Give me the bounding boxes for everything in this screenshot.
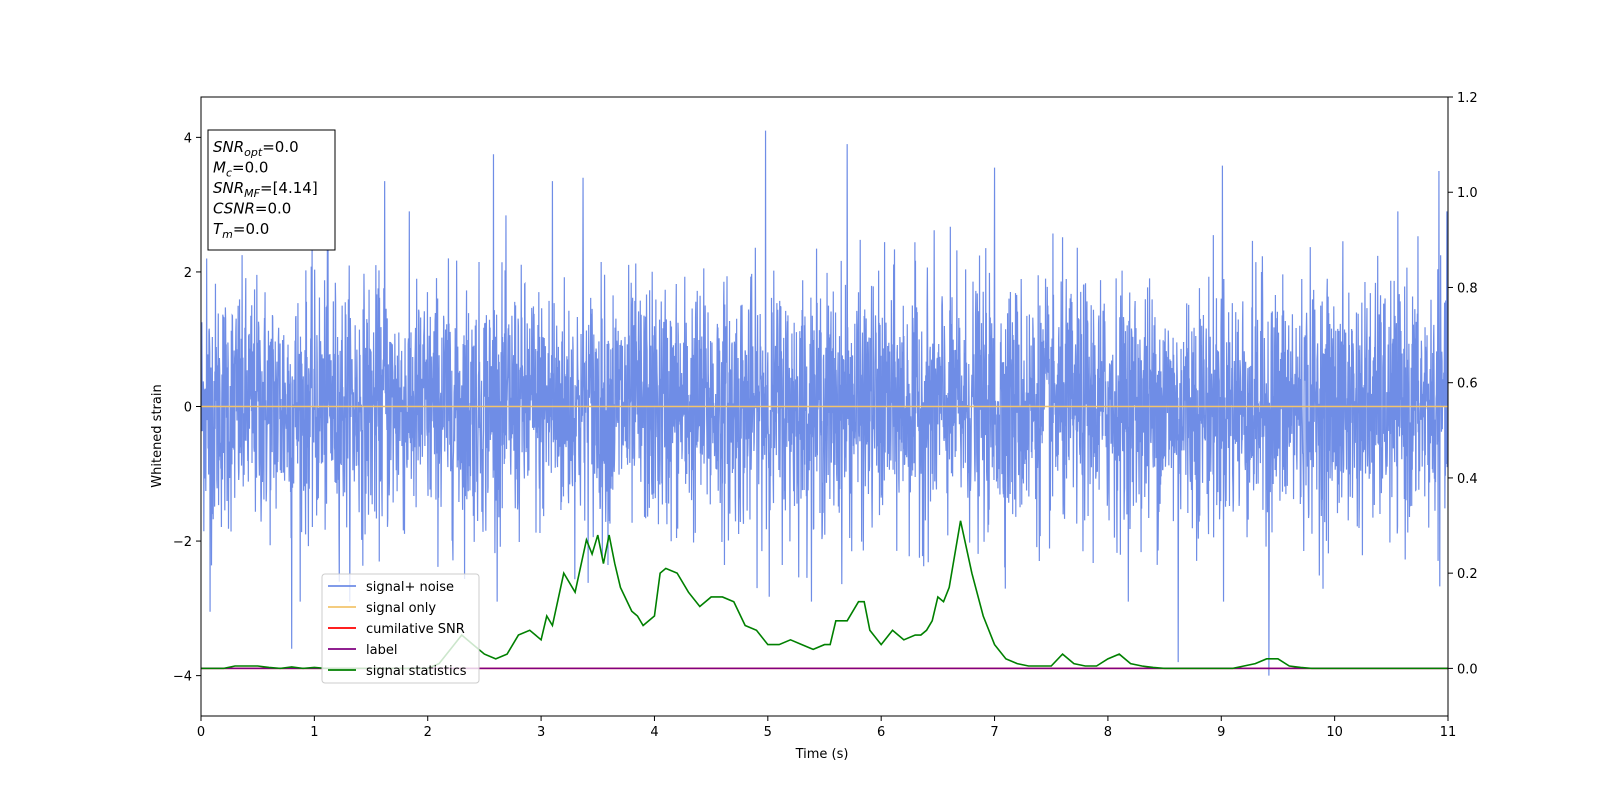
info-value: =0.0 [232, 159, 268, 177]
legend-label: signal statistics [366, 664, 467, 679]
legend-item: signal statistics [328, 664, 467, 679]
y-tick: −4 [173, 670, 201, 685]
x-tick: 0 [197, 716, 205, 740]
x-tick-label: 5 [764, 725, 772, 740]
x-tick: 8 [1104, 716, 1112, 740]
y-tick: 4 [184, 131, 201, 146]
info-symbol: SNR [213, 179, 244, 197]
x-tick: 5 [764, 716, 772, 740]
info-subscript: opt [244, 146, 263, 159]
x-tick-label: 1 [310, 725, 318, 740]
y2-tick: 1.0 [1448, 186, 1478, 201]
y-tick: 0 [184, 401, 201, 416]
info-value: =0.0 [233, 220, 269, 238]
y2-tick-label: 0.4 [1457, 472, 1478, 487]
x-tick-label: 6 [877, 725, 885, 740]
y-tick-label: 4 [184, 131, 192, 146]
y-axis-label: Whitened strain [150, 384, 165, 487]
y2-tick: 0.2 [1448, 567, 1478, 582]
x-tick-label: 11 [1440, 725, 1457, 740]
y2-tick-label: 0.6 [1457, 377, 1478, 392]
y-tick: 2 [184, 266, 201, 281]
legend-label: cumilative SNR [366, 622, 465, 637]
x-tick-label: 9 [1217, 725, 1225, 740]
info-box-line: CSNR=0.0 [213, 200, 291, 218]
legend-label: signal+ noise [366, 580, 454, 595]
x-tick: 2 [424, 716, 432, 740]
y-tick-label: 2 [184, 266, 192, 281]
info-value: =0.0 [262, 138, 298, 156]
x-axis-label: Time (s) [795, 747, 849, 762]
y-tick-label: −2 [173, 535, 192, 550]
info-subscript: m [222, 228, 233, 241]
y2-tick: 0.4 [1448, 472, 1478, 487]
x-tick: 7 [990, 716, 999, 740]
y2-tick: 0.8 [1448, 281, 1478, 296]
legend: signal+ noise signal only cumilative SNR la… [321, 573, 480, 684]
legend-item: signal only [328, 601, 436, 616]
info-box-line: Tm=0.0 [213, 220, 269, 241]
info-box-frame [207, 129, 336, 251]
legend-item: cumilative SNR [328, 622, 465, 637]
legend-frame [321, 573, 480, 684]
y2-tick-label: 1.0 [1457, 186, 1478, 201]
y2-tick: 0.0 [1448, 662, 1478, 677]
info-subscript: c [226, 167, 232, 180]
x-tick: 11 [1440, 716, 1457, 740]
x-tick: 1 [310, 716, 319, 740]
info-value: =0.0 [255, 200, 291, 218]
y2-tick-label: 0.8 [1457, 281, 1478, 296]
info-box-line: SNRopt=0.0 [213, 138, 299, 159]
axes: 0 1 2 3 4 5 6 7 8 9 10 11 4 2 0 −2 −4 1.2 1.0 0.8 0.6 0.4 0.2 0… [173, 91, 1478, 740]
x-tick-label: 4 [650, 725, 658, 740]
legend-item: signal+ noise [328, 580, 454, 595]
info-value: =[4.14] [260, 179, 318, 197]
x-tick: 3 [537, 716, 545, 740]
y-tick-label: −4 [173, 670, 192, 685]
info-box-line: Mc=0.0 [213, 159, 268, 180]
series-signal-noise-line [201, 130, 1448, 676]
x-tick-label: 3 [537, 725, 545, 740]
info-box: SNRopt=0.0Mc=0.0SNRMF=[4.14]CSNR=0.0Tm=0… [207, 129, 336, 251]
legend-label: signal only [366, 601, 436, 616]
legend-label: label [366, 643, 397, 658]
y2-tick-label: 1.2 [1457, 91, 1478, 106]
info-symbol: T [213, 220, 224, 238]
y2-tick-label: 0.0 [1457, 662, 1478, 677]
y2-tick-label: 0.2 [1457, 567, 1478, 582]
x-tick-label: 10 [1326, 725, 1343, 740]
x-tick: 6 [877, 716, 885, 740]
x-tick: 4 [650, 716, 659, 740]
x-tick-label: 2 [424, 725, 432, 740]
info-subscript: MF [244, 187, 260, 200]
info-symbol: SNR [213, 138, 244, 156]
info-symbol: M [213, 159, 226, 177]
y2-tick: 0.6 [1448, 377, 1478, 392]
legend-item: label [328, 643, 397, 658]
x-tick: 10 [1326, 716, 1343, 740]
x-tick-label: 7 [990, 725, 998, 740]
y2-tick: 1.2 [1448, 91, 1478, 106]
y-tick-label: 0 [184, 401, 192, 416]
x-tick-label: 0 [197, 725, 205, 740]
x-tick: 9 [1217, 716, 1225, 740]
info-symbol: CSNR [213, 200, 255, 218]
x-tick-label: 8 [1104, 725, 1112, 740]
y-tick: −2 [173, 535, 201, 550]
info-box-line: SNRMF=[4.14] [213, 179, 318, 200]
